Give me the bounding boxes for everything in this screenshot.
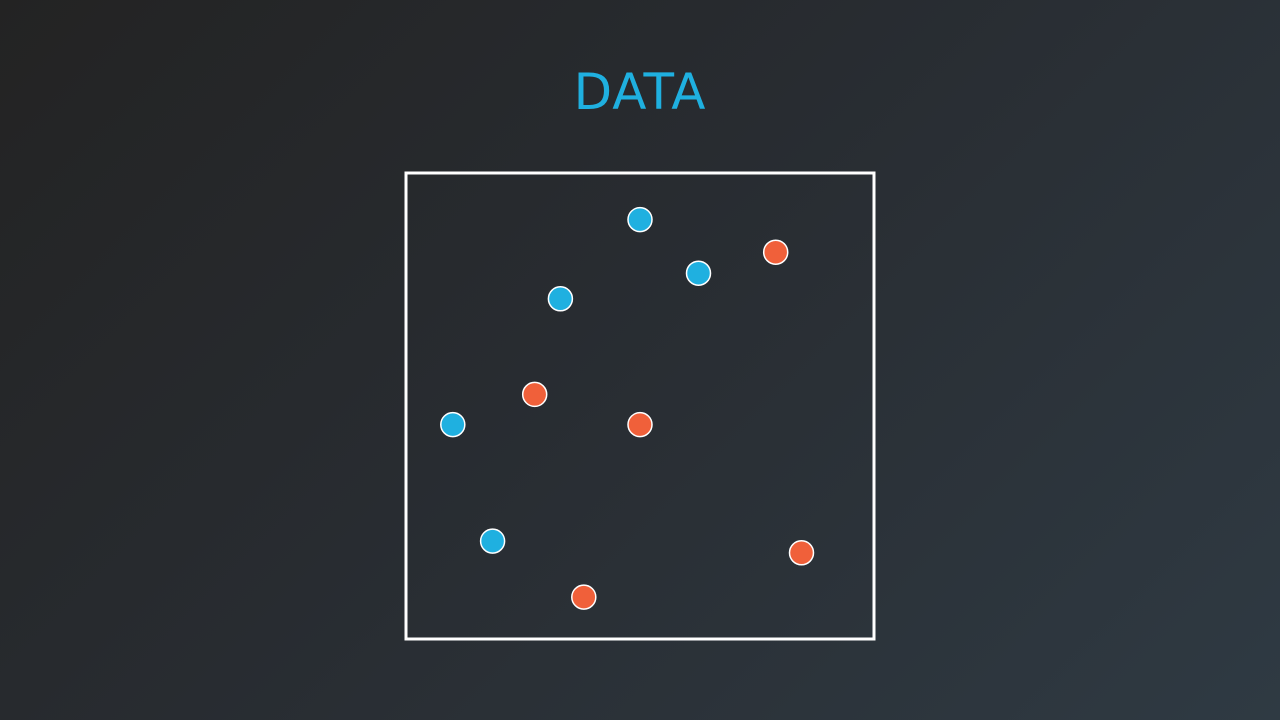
data-point-s1-2 [685, 260, 712, 286]
data-point-s1-4 [440, 411, 466, 438]
plot-frame [404, 171, 876, 641]
data-point-s2-4 [788, 540, 815, 566]
points-layer [440, 206, 815, 610]
data-point-s2-3 [627, 411, 653, 438]
data-point-s1-1 [627, 206, 653, 233]
data-point-s1-3 [547, 286, 574, 312]
data-point-s1-5 [479, 528, 506, 554]
data-point-s2-2 [521, 381, 548, 408]
data-point-s2-1 [762, 239, 789, 265]
data-point-s2-5 [571, 584, 597, 610]
chart-title: DATA [573, 63, 707, 121]
